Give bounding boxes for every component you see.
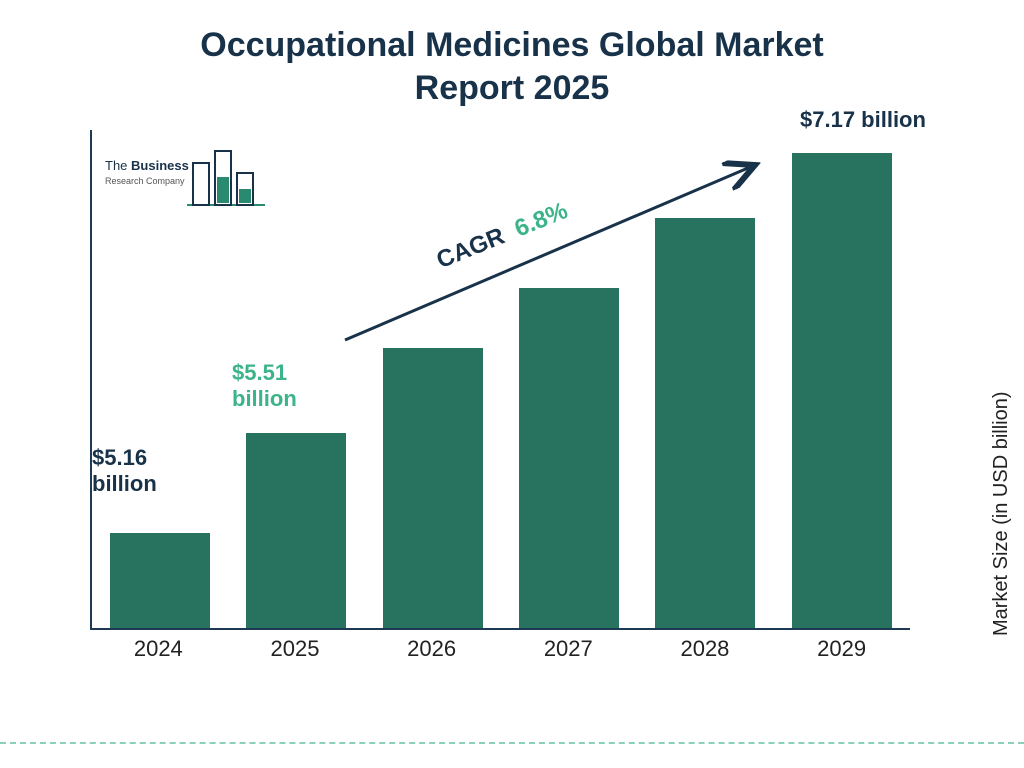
cagr-arrow bbox=[0, 0, 1024, 768]
bottom-dashed-line bbox=[0, 742, 1024, 744]
